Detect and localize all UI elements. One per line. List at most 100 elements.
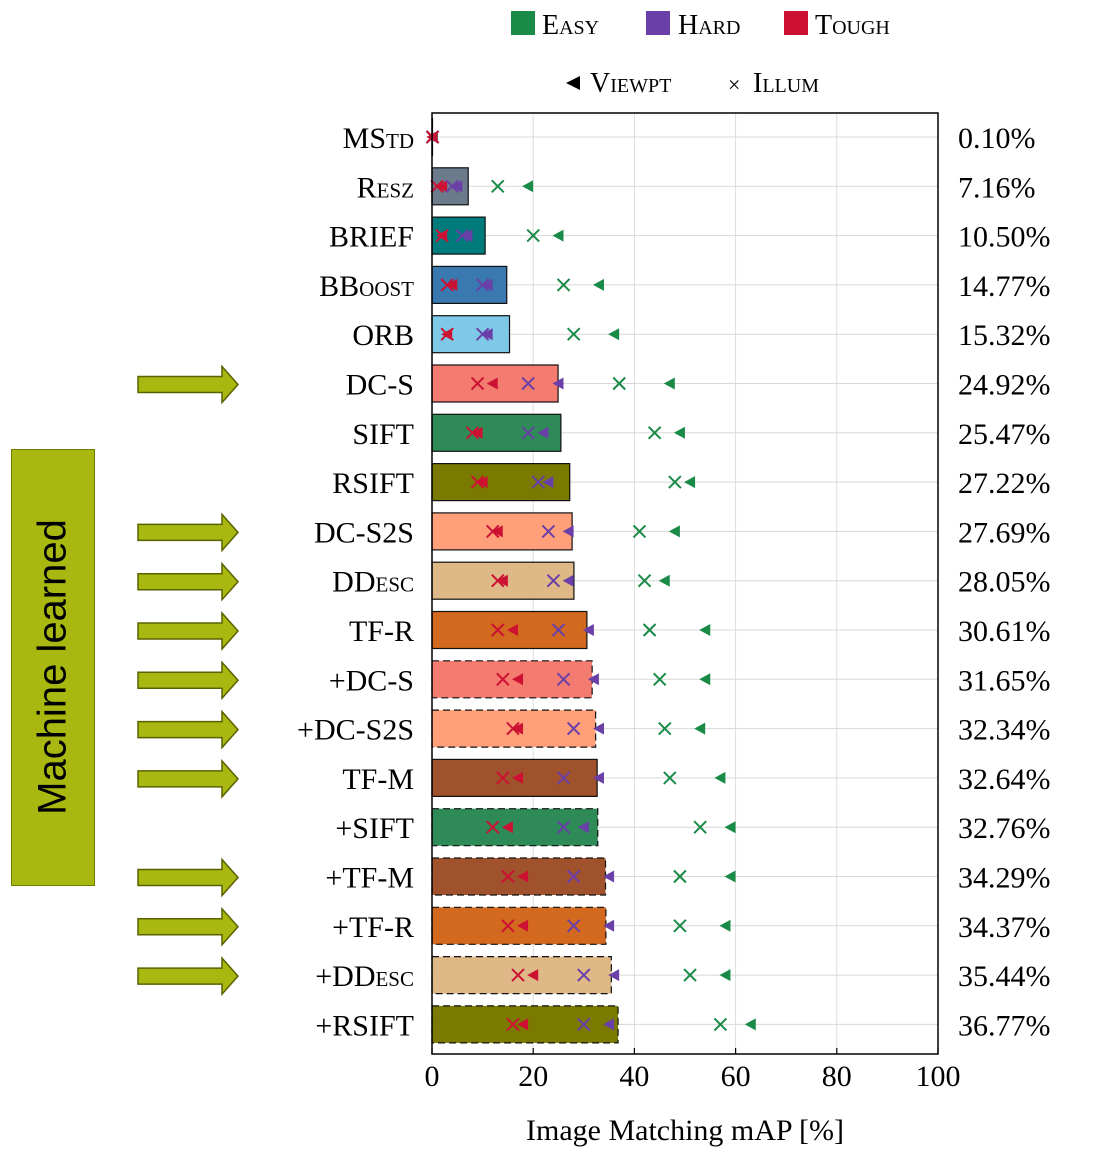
category-label: +TF-R [332,911,414,944]
triangle-marker [744,1018,756,1031]
triangle-marker [663,377,675,390]
cross-marker [445,179,459,194]
legend-swatch-hard [646,11,670,35]
category-label: TF-R [349,615,414,648]
category-label: ORB [352,319,414,352]
value-label: 34.29% [958,862,1051,895]
category-label: +TF-M [325,862,414,895]
cross-marker [566,919,581,933]
triangle-marker [592,278,604,291]
triangle-marker [506,624,518,636]
bar [431,709,597,748]
arrow-icon [137,512,240,553]
category-label: BRIEF [329,221,414,254]
triangle-marker [658,574,670,587]
cross-marker [713,1017,728,1032]
triangle-marker [694,722,706,735]
cross-marker [556,278,571,292]
cross-marker [470,475,485,489]
bar [431,808,599,847]
cross-marker [486,524,500,539]
cross-marker [668,475,682,489]
cross-marker [491,573,505,588]
category-label: RSIFT [332,467,414,500]
cross-marker [632,524,647,539]
cross-marker [475,278,490,292]
triangle-marker [542,476,554,489]
triangle-marker [562,525,574,538]
arrow-icon [137,758,240,799]
cross-marker [673,919,687,933]
x-tick-label: 20 [518,1060,548,1093]
triangle-marker [461,229,473,242]
category-label: +SIFT [335,812,414,845]
value-label: 27.22% [958,467,1051,500]
category-label: TF-M [342,763,414,796]
cross-marker [491,623,505,637]
value-label: 31.65% [958,664,1051,697]
machine-learned-label: Machine learned [30,519,75,815]
arrow-icon [137,709,240,750]
triangle-marker [582,624,594,636]
value-label: 32.34% [958,714,1051,747]
cross-marker [440,327,454,341]
triangle-marker [724,870,736,883]
x-tick-label: 80 [822,1060,852,1093]
x-tick-label: 100 [916,1060,961,1093]
cross-marker [551,623,566,637]
category-label: DC-S [346,369,414,402]
triangle-marker [724,821,736,834]
cross-marker [546,573,561,588]
cross-marker [637,573,652,588]
value-label: 32.64% [958,763,1051,796]
cross-marker [506,1017,520,1032]
cross-marker [577,968,591,982]
cross-marker [506,721,520,736]
x-tick-labels: 0 20 40 60 80 100 [425,1048,961,1093]
category-label: Resz [357,171,414,204]
triangle-marker [552,377,564,390]
bar [431,955,612,995]
triangle-marker [481,278,493,291]
category-label: BBoost [319,270,414,303]
cross-marker [526,228,540,243]
bar [431,265,508,304]
value-label: 25.47% [958,418,1051,451]
cross-marker [577,1017,591,1032]
legend-label-tough: Tough [815,10,890,41]
triangle-marker [673,426,685,439]
plot-frame [431,112,939,1055]
value-label: 10.50% [958,221,1051,254]
legend-cross-icon: × [728,72,740,97]
triangle-marker [608,328,620,341]
cross-marker [658,721,672,736]
category-label: +DC-S2S [297,714,414,747]
value-label: 7.16% [958,171,1036,204]
cross-marker [556,771,571,785]
value-label: 27.69% [958,516,1051,549]
cross-marker [491,179,505,194]
triangle-marker [592,771,604,784]
cross-marker [612,376,626,391]
arrow-icon [137,660,240,701]
x-tick-label: 60 [721,1060,751,1093]
legend-label-hard: Hard [678,10,740,41]
cross-marker [541,524,556,539]
cross-marker [440,278,454,292]
cross-marker [511,968,525,982]
category-label: DDesc [332,566,414,599]
triangle-marker [719,969,731,982]
category-label: SIFT [352,418,414,451]
triangle-marker [501,821,513,834]
machine-learned-badge [11,449,95,886]
bar [431,463,571,502]
triangle-marker [684,476,696,489]
category-label: +RSIFT [315,1009,414,1042]
cross-marker [501,869,515,884]
cross-marker [496,672,510,687]
triangle-marker [537,426,549,439]
triangle-marker [608,969,620,982]
cross-marker [566,869,581,884]
cross-marker [521,376,535,391]
